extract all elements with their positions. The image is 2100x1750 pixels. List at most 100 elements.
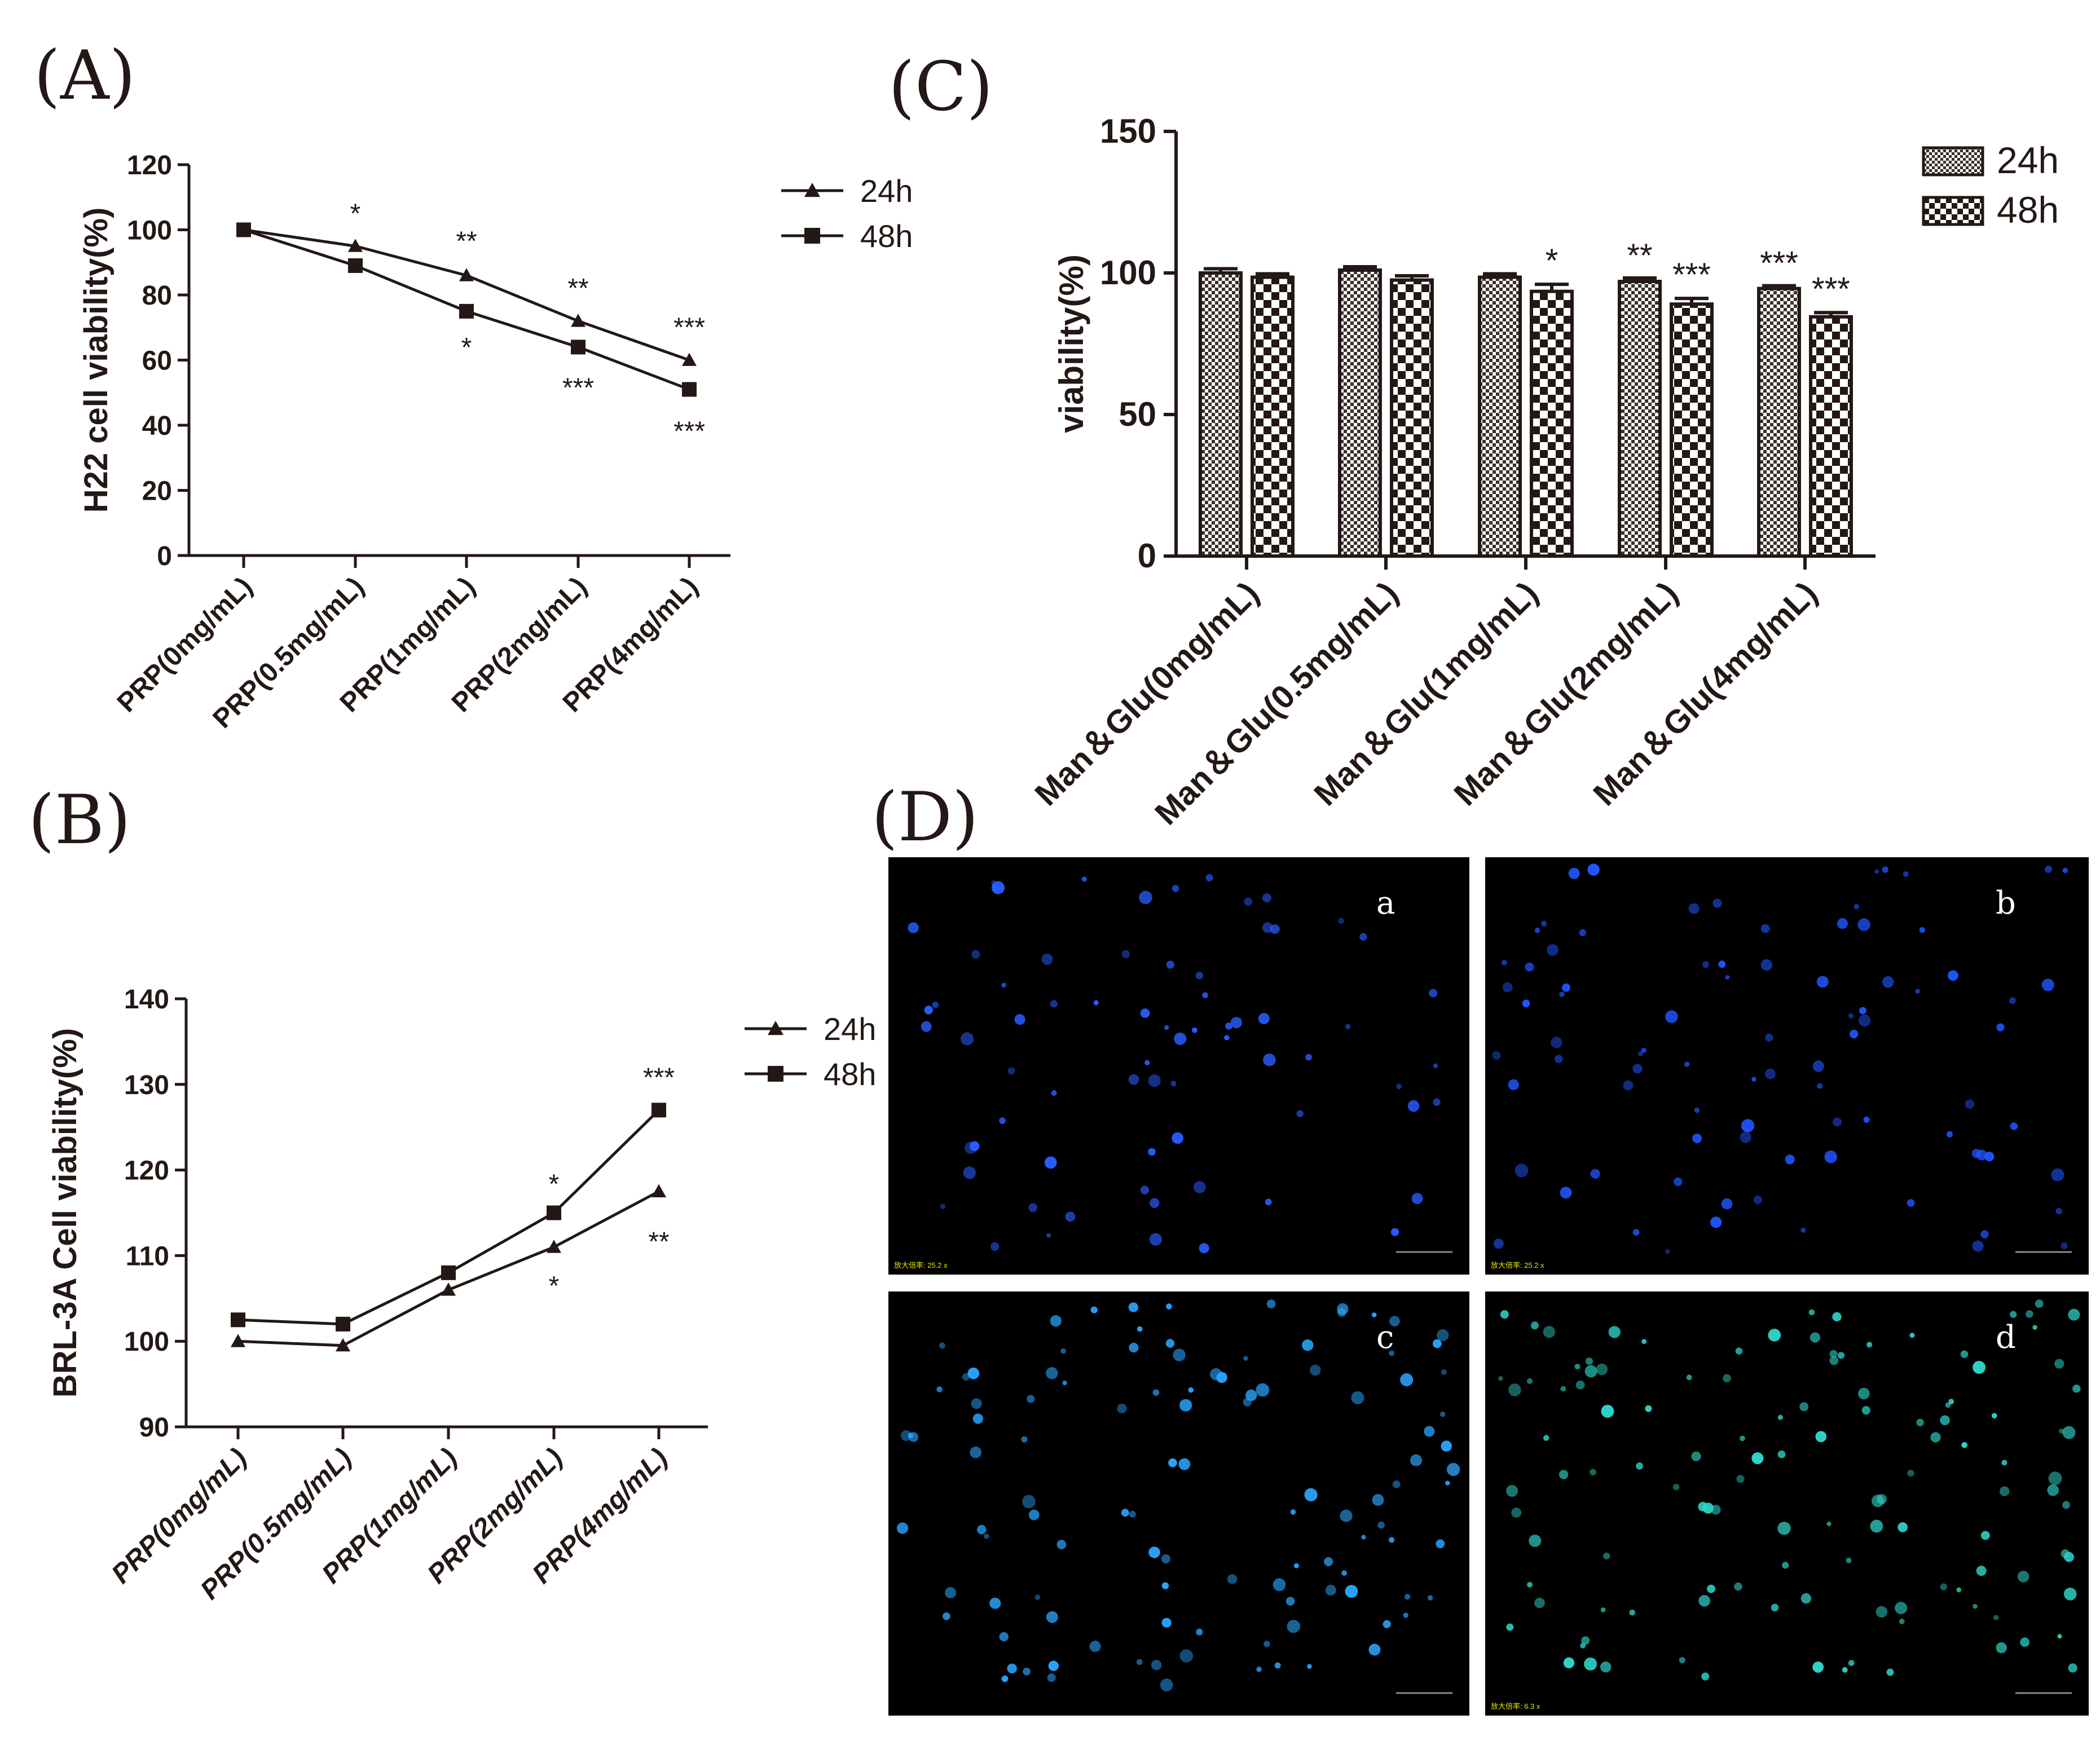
cell-nucleus	[1166, 1303, 1172, 1310]
cell-nucleus	[1140, 1008, 1150, 1018]
cell-nucleus	[1859, 1007, 1866, 1015]
cell-nucleus	[1424, 1426, 1435, 1437]
magnification-caption: 放大倍率: 25.2 x	[894, 1261, 948, 1269]
cell-nucleus	[1765, 1068, 1776, 1079]
cell-nucleus	[1529, 1535, 1542, 1548]
chart-b: 90100110120130140PRP(0mg/mL)PRP(0.5mg/mL…	[47, 985, 876, 1606]
cell-nucleus	[2061, 1549, 2070, 1558]
cell-nucleus	[1065, 1211, 1076, 1222]
cell-nucleus	[1817, 1083, 1823, 1089]
cell-nucleus	[1256, 1667, 1262, 1672]
cell-nucleus	[1041, 954, 1053, 965]
cell-nucleus	[1785, 1154, 1795, 1165]
legend-label-24h: 24h	[1997, 139, 2059, 181]
cell-nucleus	[1266, 1299, 1276, 1308]
cell-nucleus	[1740, 1131, 1751, 1143]
cell-nucleus	[1568, 867, 1580, 879]
cell-nucleus	[1632, 1229, 1640, 1236]
y-tick-label: 0	[1138, 537, 1156, 575]
cell-nucleus	[1390, 1228, 1399, 1236]
cell-nucleus	[1178, 1458, 1191, 1470]
cell-nucleus	[1760, 924, 1770, 933]
cell-nucleus	[1976, 1566, 1987, 1576]
cell-nucleus	[1916, 1418, 1924, 1427]
cell-nucleus	[1812, 1060, 1824, 1072]
cell-nucleus	[1765, 1033, 1773, 1042]
cell-nucleus	[2062, 1426, 2076, 1439]
micrograph-d: d 放大倍率: 6.3 x	[1485, 1291, 2089, 1716]
cell-nucleus	[1500, 1310, 1509, 1319]
cell-nucleus	[1368, 1643, 1381, 1656]
cell-nucleus	[2044, 865, 2053, 873]
cell-nucleus	[1636, 1462, 1643, 1470]
cell-nucleus	[1534, 1597, 1545, 1608]
micrograph-label: c	[1376, 1319, 1394, 1356]
cell-nucleus	[1046, 1611, 1058, 1623]
cell-nucleus	[1961, 1442, 1967, 1448]
cell-nucleus	[1372, 1494, 1384, 1506]
cell-nucleus	[1903, 871, 1909, 877]
data-point-24h	[571, 314, 585, 327]
cell-nucleus	[1686, 1374, 1692, 1381]
cell-nucleus	[1849, 1029, 1859, 1039]
cell-nucleus	[1863, 1116, 1870, 1123]
cell-nucleus	[1842, 1667, 1848, 1673]
data-point-24h	[441, 1282, 456, 1296]
cell-nucleus	[1874, 869, 1879, 874]
cell-nucleus	[1161, 1617, 1172, 1628]
cell-nucleus	[1256, 1383, 1270, 1397]
cell-nucleus	[1023, 1667, 1031, 1676]
cell-nucleus	[1263, 1641, 1270, 1647]
cell-nucleus	[1172, 1132, 1183, 1144]
cell-nucleus	[1188, 1387, 1194, 1393]
cell-nucleus	[1579, 929, 1587, 937]
cell-nucleus	[1829, 1356, 1839, 1365]
cell-nucleus	[1866, 1342, 1873, 1348]
bar-24h	[1199, 271, 1243, 558]
significance-48h: *	[461, 333, 472, 363]
significance-24h: *	[549, 1271, 560, 1301]
cell-nucleus	[1345, 1024, 1351, 1029]
data-point-24h	[336, 1338, 350, 1352]
cell-nucleus	[2051, 1168, 2064, 1182]
cell-nucleus	[1688, 903, 1700, 914]
cell-nucleus	[921, 1021, 932, 1032]
cell-nucleus	[1559, 1470, 1569, 1479]
y-tick-label: 140	[124, 985, 169, 1015]
cell-nucleus	[1832, 1312, 1842, 1322]
cell-nucleus	[1436, 1539, 1445, 1549]
cell-nucleus	[976, 1524, 987, 1535]
bar-48h	[1390, 278, 1434, 558]
cell-nucleus	[1161, 1582, 1169, 1589]
cell-nucleus	[908, 1432, 914, 1439]
cell-nucleus	[1999, 1486, 2010, 1496]
y-tick-label: 110	[126, 1241, 169, 1271]
bar-48h	[1530, 289, 1574, 558]
cell-nucleus	[1587, 863, 1600, 876]
cell-nucleus	[1584, 1365, 1597, 1378]
cell-nucleus	[1245, 1389, 1257, 1401]
data-point-24h	[651, 1184, 666, 1197]
cell-nucleus	[1258, 1013, 1270, 1025]
cell-nucleus	[1243, 1356, 1248, 1361]
cell-nucleus	[1046, 1233, 1051, 1238]
cell-nucleus	[991, 881, 1005, 894]
cell-nucleus	[1816, 976, 1829, 988]
cell-nucleus	[1445, 1480, 1450, 1485]
significance-24h: ***	[1760, 245, 1798, 282]
cell-nucleus	[1946, 1131, 1953, 1138]
cell-nucleus	[1411, 1193, 1423, 1205]
cell-nucleus	[1973, 1361, 1986, 1374]
cell-nucleus	[1089, 1641, 1101, 1652]
panel-letter-d: (D)	[871, 778, 979, 857]
cell-nucleus	[1948, 1399, 1954, 1405]
cell-nucleus	[1861, 1406, 1870, 1415]
data-point-48h	[231, 1312, 245, 1328]
cell-nucleus	[2009, 997, 2016, 1004]
cell-nucleus	[1858, 1014, 1871, 1027]
cell-nucleus	[1179, 1399, 1192, 1412]
cell-nucleus	[1128, 1074, 1139, 1085]
cell-nucleus	[1684, 1061, 1690, 1067]
cell-nucleus	[2072, 1384, 2081, 1393]
cell-nucleus	[1307, 1664, 1312, 1669]
